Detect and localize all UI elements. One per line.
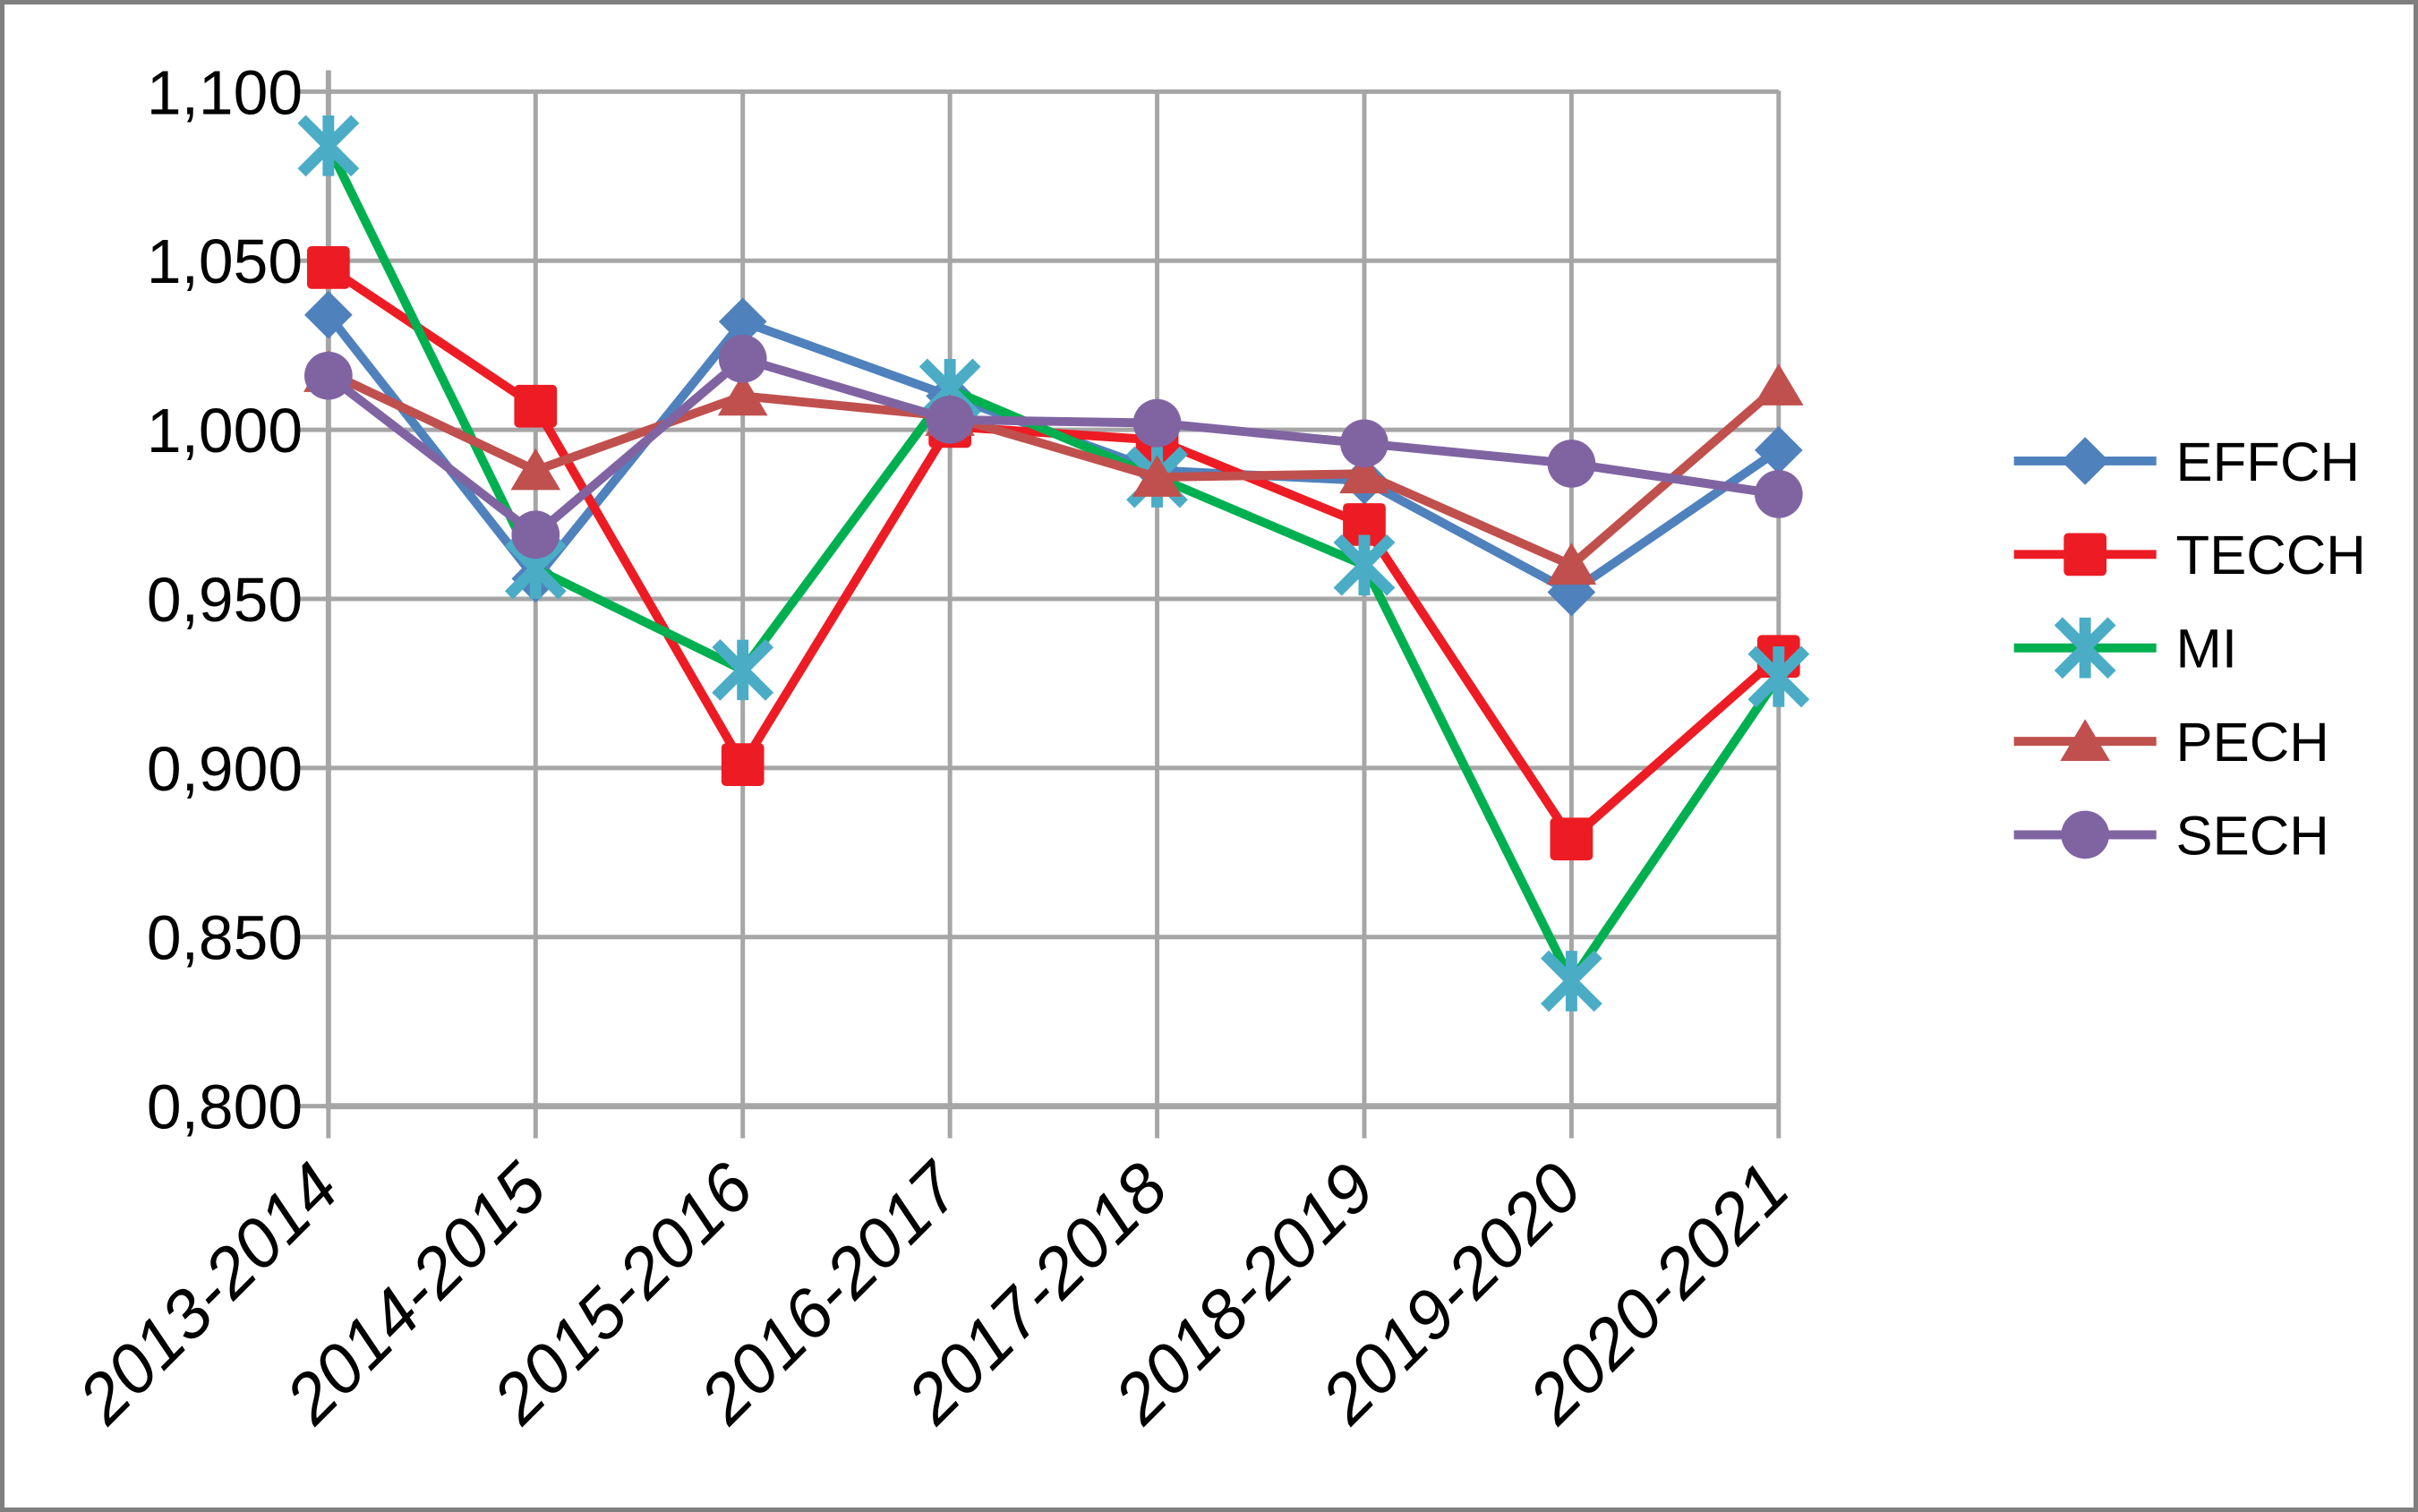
axes — [325, 70, 1779, 1110]
asterisk-marker — [1747, 645, 1810, 708]
diamond-marker — [304, 290, 353, 339]
legend-label-MI: MI — [2176, 619, 2237, 680]
legend-item-SECH: SECH — [2013, 805, 2329, 867]
asterisk-marker — [712, 638, 774, 701]
triangle-marker — [2060, 719, 2111, 761]
asterisk-arm — [1540, 950, 1602, 1012]
diamond-marker — [2061, 437, 2110, 485]
diamond-marker — [718, 297, 767, 346]
asterisk-arm — [712, 638, 774, 701]
square-marker — [514, 384, 558, 428]
series-line-SECH — [325, 354, 1780, 541]
series-line-MI — [324, 143, 1782, 990]
square-marker — [1343, 503, 1386, 546]
asterisk-arm — [297, 115, 360, 177]
x-axis-labels: 2013-20142014-20152015-20162016-20172017… — [64, 1147, 1804, 1439]
y-axis-label: 1,000 — [147, 396, 303, 466]
legend-label-PECH: PECH — [2176, 712, 2329, 773]
legend: EFFCH TECCH MI PECH SECH — [2013, 431, 2366, 867]
legend-item-PECH: PECH — [2013, 712, 2329, 773]
series-line-PECH — [326, 368, 1782, 571]
y-axis-grid-and-labels: 1,100 1,050 1,000 0,950 0,900 0,850 0,800 — [147, 57, 1779, 1142]
triangle-marker — [1753, 363, 1804, 406]
triangle-marker — [1339, 451, 1389, 494]
series-SECH — [304, 335, 1803, 560]
circle-marker — [926, 395, 974, 444]
y-axis-label: 0,800 — [147, 1072, 303, 1142]
asterisk-arm — [1333, 534, 1396, 596]
x-axis-grid — [326, 90, 1781, 1139]
y-axis-label: 1,050 — [147, 226, 303, 296]
series-MI — [297, 115, 1810, 1012]
legend-label-EFFCH: EFFCH — [2176, 431, 2360, 493]
y-axis-label: 0,850 — [147, 903, 303, 973]
circle-marker — [304, 351, 353, 400]
legend-item-TECCH: TECCH — [2013, 525, 2366, 586]
asterisk-marker — [2054, 617, 2116, 679]
legend-label-TECCH: TECCH — [2176, 525, 2366, 586]
asterisk-arm — [2054, 617, 2116, 679]
circle-marker — [718, 335, 767, 383]
y-axis-label: 0,950 — [147, 565, 303, 635]
asterisk-marker — [297, 115, 360, 177]
triangle-marker — [510, 448, 561, 491]
circle-marker — [1340, 419, 1388, 468]
circle-marker — [2061, 810, 2110, 859]
triangle-marker — [1546, 542, 1597, 585]
y-axis-label: 0,900 — [147, 734, 303, 804]
legend-item-MI: MI — [2013, 617, 2237, 680]
y-axis-label: 1,100 — [147, 57, 303, 127]
circle-marker — [1547, 440, 1596, 488]
asterisk-marker — [1540, 950, 1602, 1012]
triangle-marker — [717, 373, 768, 416]
circle-marker — [1754, 470, 1803, 518]
malmquist-line-chart: 1,100 1,050 1,000 0,950 0,900 0,850 0,8002013-… — [64, 57, 2366, 1439]
square-marker — [1550, 817, 1593, 861]
square-marker — [721, 743, 765, 787]
circle-marker — [511, 510, 560, 560]
square-marker — [2063, 533, 2107, 577]
legend-label-SECH: SECH — [2176, 805, 2329, 867]
circle-marker — [1132, 398, 1182, 448]
asterisk-arm — [1747, 645, 1810, 708]
triangle-marker — [1132, 455, 1183, 497]
asterisk-marker — [1333, 534, 1396, 596]
square-marker — [307, 245, 350, 289]
legend-item-EFFCH: EFFCH — [2013, 431, 2360, 493]
